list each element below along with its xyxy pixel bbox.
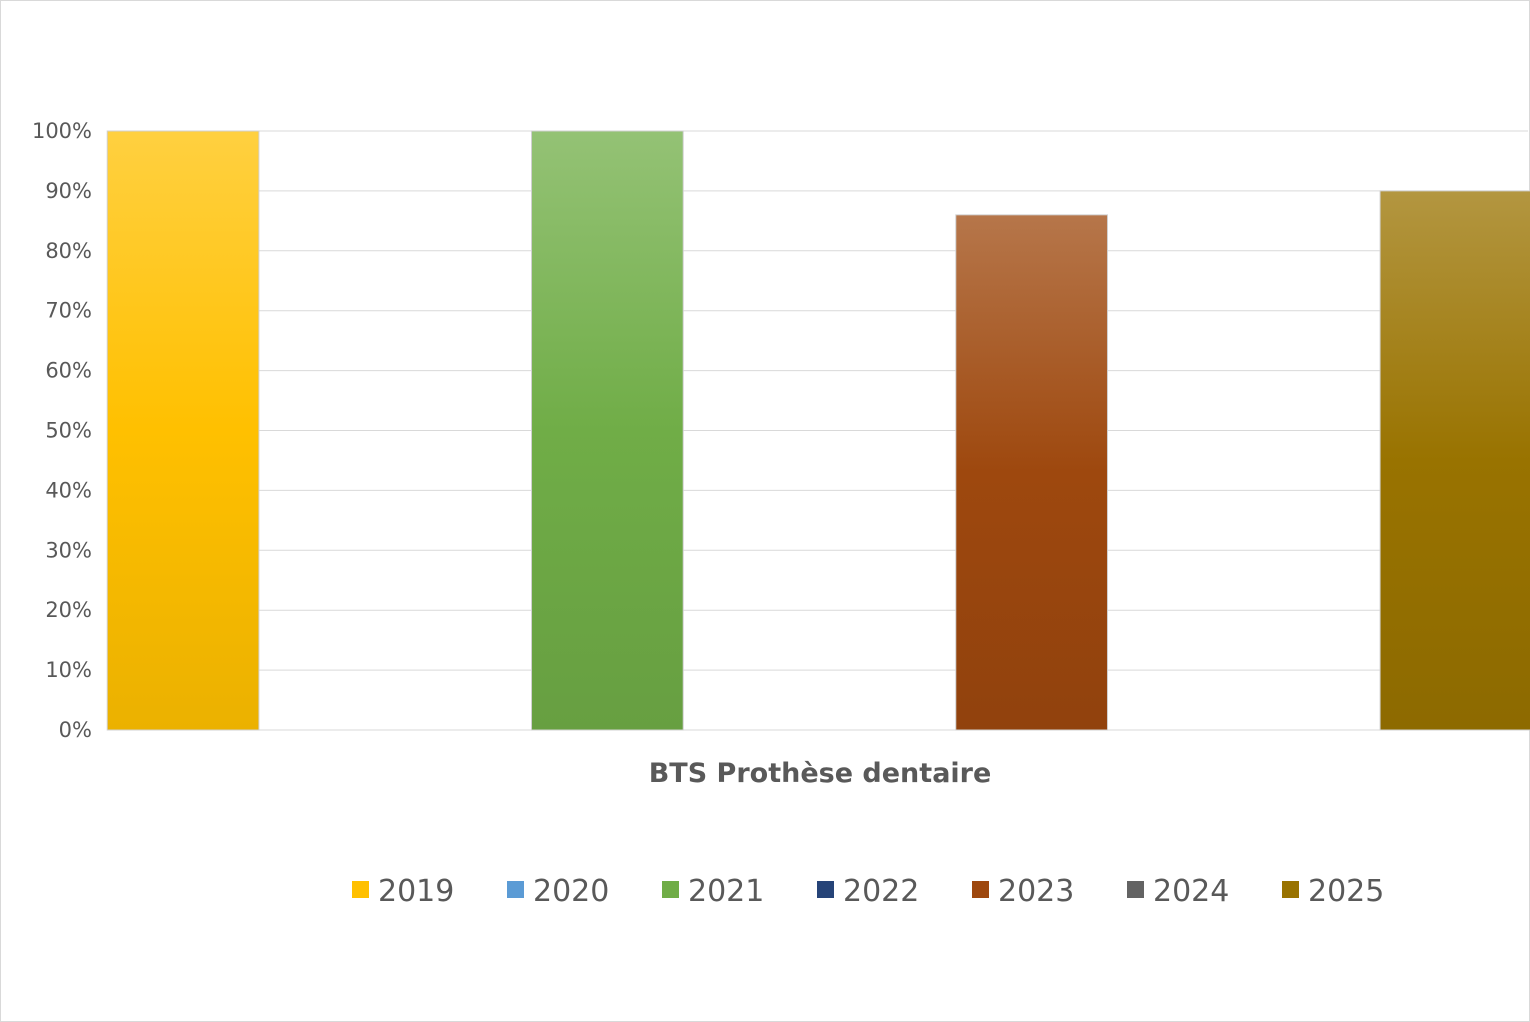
y-tick-label: 40%	[45, 478, 92, 502]
legend-swatch	[972, 881, 989, 898]
legend-label: 2024	[1153, 874, 1229, 909]
legend-swatch	[662, 881, 679, 898]
legend-label: 2025	[1308, 874, 1384, 909]
legend-label: 2022	[843, 874, 919, 909]
legend-label: 2023	[998, 874, 1074, 909]
bar-2021	[531, 130, 684, 731]
legend: 2019 2020 2021 2022 2023 2024 2025	[352, 874, 1384, 909]
y-tick-label: 70%	[45, 299, 92, 323]
legend-item-2019: 2019	[352, 874, 454, 909]
legend-label: 2019	[378, 874, 454, 909]
y-axis-tick-labels: 0% 10% 20% 30% 40% 50% 60% 70% 80% 90% 100%	[32, 119, 92, 742]
legend-swatch	[1127, 881, 1144, 898]
legend-item-2025: 2025	[1282, 874, 1384, 909]
legend-swatch	[352, 881, 369, 898]
y-tick-label: 10%	[45, 658, 92, 682]
legend-item-2020: 2020	[507, 874, 609, 909]
legend-swatch	[507, 881, 524, 898]
bar-2025	[1379, 190, 1530, 731]
legend-swatch	[1282, 881, 1299, 898]
legend-swatch	[817, 881, 834, 898]
legend-item-2021: 2021	[662, 874, 764, 909]
legend-item-2023: 2023	[972, 874, 1074, 909]
bar-2023	[955, 214, 1108, 731]
y-tick-label: 60%	[45, 359, 92, 383]
y-tick-label: 80%	[45, 239, 92, 263]
legend-label: 2020	[533, 874, 609, 909]
category-label: BTS Prothèse dentaire	[649, 758, 992, 789]
legend-item-2024: 2024	[1127, 874, 1229, 909]
bars	[106, 130, 1530, 731]
y-tick-label: 90%	[45, 179, 92, 203]
legend-label: 2021	[688, 874, 764, 909]
y-tick-label: 20%	[45, 598, 92, 622]
y-tick-label: 30%	[45, 538, 92, 562]
y-tick-label: 0%	[59, 718, 92, 742]
gridlines	[114, 130, 1528, 731]
legend-item-2022: 2022	[817, 874, 919, 909]
y-tick-label: 50%	[45, 419, 92, 443]
bar-2019	[106, 130, 260, 731]
y-tick-label: 100%	[32, 119, 92, 143]
